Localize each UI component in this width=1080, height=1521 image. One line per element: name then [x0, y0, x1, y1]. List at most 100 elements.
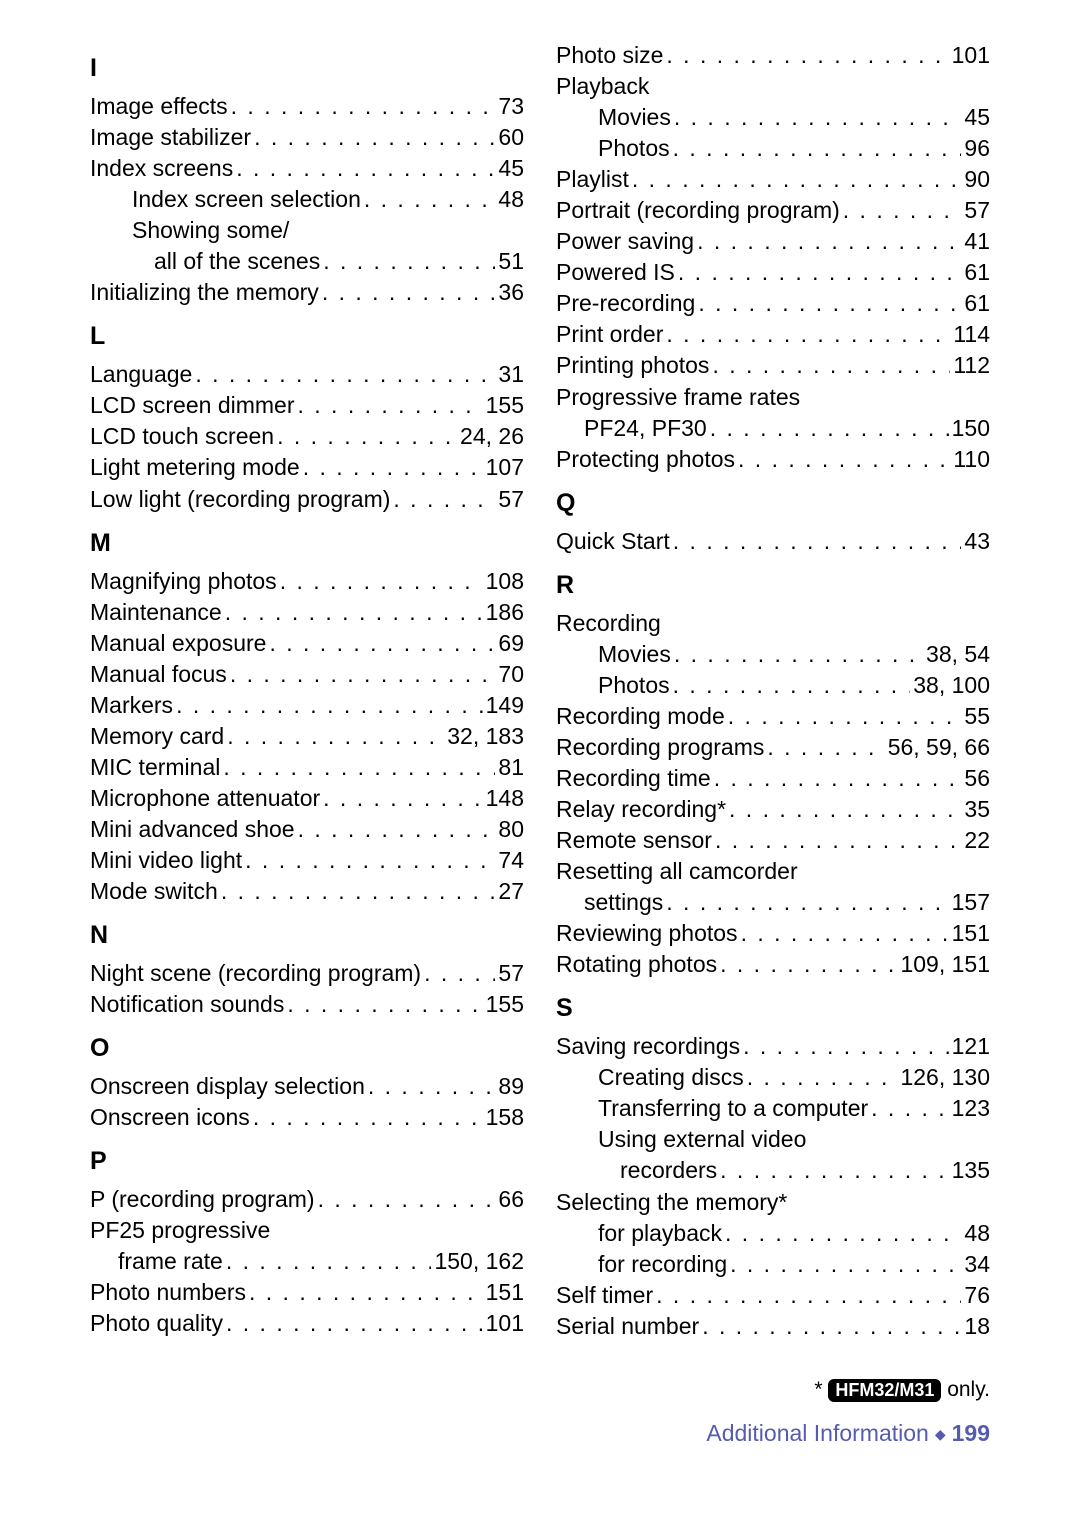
leader-dots: [678, 257, 962, 288]
leader-dots: [277, 421, 457, 452]
leader-dots: [249, 1277, 483, 1308]
leader-dots: [226, 1246, 432, 1277]
entry-label: settings: [584, 887, 663, 918]
entry-label: LCD screen dimmer: [90, 390, 295, 421]
index-entry: Mini video light 74: [90, 845, 524, 876]
index-entry: Low light (recording program) 57: [90, 484, 524, 515]
entry-page: 41: [964, 226, 990, 257]
index-entry: Initializing the memory 36: [90, 277, 524, 308]
entry-label: Low light (recording program): [90, 484, 390, 515]
entry-page: 56, 59, 66: [888, 732, 990, 763]
entry-label: PF24, PF30: [584, 413, 707, 444]
leader-dots: [710, 413, 949, 444]
entry-page: 186: [486, 597, 524, 628]
entry-page: 107: [486, 452, 524, 483]
leader-dots: [323, 246, 495, 277]
index-entry: Rotating photos 109, 151: [556, 949, 990, 980]
leader-dots: [221, 876, 496, 907]
entry-page: 36: [498, 277, 524, 308]
entry-label: Manual exposure: [90, 628, 266, 659]
leader-dots: [747, 1062, 898, 1093]
index-entry: recorders 135: [556, 1155, 990, 1186]
entry-page: 109, 151: [900, 949, 990, 980]
diamond-icon: ◆: [935, 1426, 946, 1442]
footer-page-number: 199: [952, 1420, 990, 1446]
leader-dots: [738, 444, 950, 475]
entry-page: 32, 183: [447, 721, 524, 752]
index-entry: Index screen selection 48: [90, 184, 524, 215]
entry-page: 22: [964, 825, 990, 856]
entry-page: 70: [498, 659, 524, 690]
leader-dots: [368, 1071, 496, 1102]
entry-label: Rotating photos: [556, 949, 717, 980]
index-entry: Onscreen icons 158: [90, 1102, 524, 1133]
leader-dots: [715, 825, 961, 856]
index-entry: Powered IS 61: [556, 257, 990, 288]
entry-page: 61: [964, 288, 990, 319]
entry-page: 121: [952, 1031, 990, 1062]
section-letter: I: [90, 54, 524, 83]
leader-dots: [666, 887, 948, 918]
leader-dots: [227, 721, 444, 752]
entry-label: Mode switch: [90, 876, 218, 907]
index-entry: Image effects 73: [90, 91, 524, 122]
leader-dots: [730, 1249, 961, 1280]
leader-dots: [674, 639, 923, 670]
entry-label: Maintenance: [90, 597, 222, 628]
entry-page: 74: [498, 845, 524, 876]
entry-label: recorders: [620, 1155, 717, 1186]
entry-label: Remote sensor: [556, 825, 712, 856]
entry-page: 69: [498, 628, 524, 659]
entry-page: 81: [498, 752, 524, 783]
entry-page: 43: [964, 526, 990, 557]
leader-dots: [666, 40, 948, 71]
index-entry: Playback: [556, 71, 990, 102]
leader-dots: [767, 732, 884, 763]
index-entry: LCD touch screen 24, 26: [90, 421, 524, 452]
entry-label: Notification sounds: [90, 989, 284, 1020]
entry-page: 45: [498, 153, 524, 184]
leader-dots: [287, 989, 482, 1020]
leader-dots: [632, 164, 962, 195]
right-column: Photo size 101PlaybackMovies 45Photos 96…: [556, 40, 990, 1342]
leader-dots: [871, 1093, 948, 1124]
index-entry: frame rate 150, 162: [90, 1246, 524, 1277]
entry-page: 151: [486, 1277, 524, 1308]
leader-dots: [673, 670, 911, 701]
index-entry: Power saving 41: [556, 226, 990, 257]
entry-page: 24, 26: [460, 421, 524, 452]
entry-label: Magnifying photos: [90, 566, 277, 597]
section-letter: Q: [556, 489, 990, 518]
entry-page: 76: [964, 1280, 990, 1311]
entry-label: Playlist: [556, 164, 629, 195]
entry-page: 101: [952, 40, 990, 71]
entry-page: 56: [964, 763, 990, 794]
index-entry: settings 157: [556, 887, 990, 918]
section-letter: S: [556, 994, 990, 1023]
index-entry: Movies 38, 54: [556, 639, 990, 670]
entry-page: 80: [498, 814, 524, 845]
leader-dots: [322, 277, 496, 308]
leader-dots: [702, 1311, 961, 1342]
index-entry: Photo numbers 151: [90, 1277, 524, 1308]
entry-label: Recording time: [556, 763, 711, 794]
entry-page: 150: [952, 413, 990, 444]
entry-page: 155: [486, 390, 524, 421]
index-entry: Reviewing photos 151: [556, 918, 990, 949]
entry-label: Index screen selection: [132, 184, 361, 215]
index-entry: Mini advanced shoe 80: [90, 814, 524, 845]
entry-page: 66: [498, 1184, 524, 1215]
leader-dots: [226, 1308, 483, 1339]
entry-label: for playback: [598, 1218, 722, 1249]
leader-dots: [698, 288, 961, 319]
entry-label: Onscreen icons: [90, 1102, 250, 1133]
entry-label: Transferring to a computer: [598, 1093, 868, 1124]
entry-label: Image effects: [90, 91, 228, 122]
index-entry: Photo size 101: [556, 40, 990, 71]
entry-page: 35: [964, 794, 990, 825]
entry-page: 57: [964, 195, 990, 226]
leader-dots: [176, 690, 483, 721]
entry-label: Night scene (recording program): [90, 958, 421, 989]
entry-label: for recording: [598, 1249, 727, 1280]
index-entry: Creating discs 126, 130: [556, 1062, 990, 1093]
